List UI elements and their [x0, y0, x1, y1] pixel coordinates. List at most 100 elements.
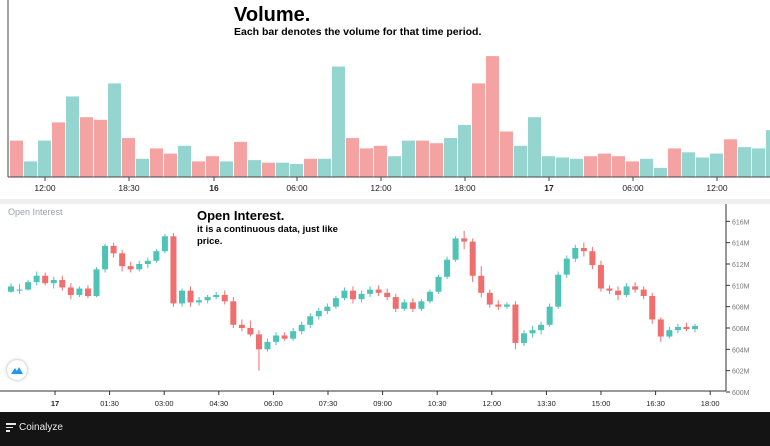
volume-bar [472, 83, 485, 177]
oi-candle-body [213, 294, 220, 298]
oi-candle-body [187, 290, 194, 303]
volume-bar [52, 122, 65, 177]
volume-bar [402, 140, 415, 177]
oi-candle-body [179, 290, 185, 304]
oi-candle-body [67, 287, 74, 295]
oi-x-tick-label: 17 [51, 399, 59, 408]
oi-candle-body [546, 306, 553, 325]
volume-x-tick-label: 06:00 [622, 183, 644, 193]
oi-candle-body [632, 286, 639, 290]
oi-y-tick-label: 602M [732, 369, 750, 376]
oi-candle-body [281, 335, 288, 339]
oi-candle-body [350, 290, 356, 300]
volume-bar [654, 167, 667, 177]
oi-candle-body [144, 260, 151, 264]
oi-candle-body [221, 294, 228, 302]
oi-candle-body [298, 324, 305, 332]
volume-bar [626, 161, 639, 177]
volume-bar [318, 158, 331, 177]
volume-bar [206, 156, 219, 177]
oi-candle-body [521, 333, 527, 343]
pane-separator[interactable] [0, 199, 770, 204]
volume-bar [570, 158, 583, 177]
oi-candle-body [512, 304, 519, 343]
oi-candle-body [563, 258, 570, 275]
oi-candle-body [538, 324, 545, 331]
volume-bar [542, 156, 555, 177]
oi-series-label: Open Interest [8, 207, 63, 217]
oi-candle-body [273, 335, 280, 342]
volume-bar [24, 161, 37, 177]
volume-subtitle: Each bar denotes the volume for that tim… [234, 26, 482, 38]
volume-bar [416, 140, 429, 177]
oi-candle-body [580, 248, 587, 252]
volume-bar [668, 148, 681, 177]
volume-title: Volume. [234, 4, 311, 26]
volume-bar [80, 117, 93, 177]
oi-x-tick-label: 03:00 [155, 399, 174, 408]
volume-bar [346, 138, 359, 177]
volume-x-tick-label: 12:00 [706, 183, 728, 193]
volume-bar [220, 161, 233, 177]
brand-link[interactable]: Coinalyze [6, 421, 63, 434]
oi-candle-body [692, 325, 698, 330]
volume-bar [514, 145, 527, 177]
volume-x-tick-label: 12:00 [370, 183, 392, 193]
footer-bar: Coinalyze [0, 412, 770, 446]
volume-bar [556, 157, 569, 177]
mountain-icon [11, 367, 23, 374]
oi-candle-body [93, 269, 100, 296]
oi-candle-body [572, 248, 579, 259]
oi-y-tick-label: 604M [732, 347, 750, 354]
oi-candle-body [469, 241, 476, 276]
oi-candle-body [136, 264, 143, 270]
oi-candle-body [324, 306, 331, 311]
volume-bar [738, 147, 751, 177]
volume-bar [262, 162, 275, 177]
tradingview-logo-button[interactable] [7, 360, 27, 380]
oi-candle-body [247, 328, 254, 335]
volume-bar [430, 143, 443, 177]
oi-candle-body [153, 251, 160, 261]
volume-bar [360, 148, 373, 177]
oi-candle-body [640, 289, 647, 296]
oi-candle-body [649, 296, 656, 320]
oi-y-ticks: 616M 614M 612M 610M 608M 606M 604M 602M 600M [726, 219, 750, 397]
oi-x-tick-label: 13:30 [537, 399, 556, 408]
volume-bar [94, 119, 107, 177]
oi-candle-body [384, 292, 391, 298]
volume-bar [122, 138, 135, 177]
oi-candle-body [495, 304, 502, 307]
oi-y-tick-label: 614M [732, 241, 750, 248]
oi-candle-body [452, 238, 459, 260]
volume-bar [710, 153, 723, 177]
oi-candle-body [623, 286, 630, 295]
oi-candle-body [307, 316, 314, 325]
oi-y-tick-label: 616M [732, 219, 750, 226]
oi-candle-body [102, 245, 109, 270]
volume-bar [682, 152, 695, 177]
volume-bar [66, 96, 79, 177]
oi-candle-body [76, 288, 83, 295]
oi-candle-body [555, 274, 562, 307]
oi-candle-body [315, 310, 322, 317]
oi-candle-body [461, 238, 468, 242]
oi-candle-body [683, 326, 690, 330]
volume-x-tick-label: 12:00 [34, 183, 56, 193]
oi-x-tick-label: 12:00 [482, 399, 501, 408]
oi-candle-body [401, 302, 408, 309]
oi-candle-body [367, 289, 374, 294]
oi-candle-body [230, 301, 237, 325]
oi-candles [8, 230, 698, 371]
oi-candle-body [435, 276, 442, 292]
volume-bar [388, 156, 401, 177]
oi-y-tick-label: 606M [732, 326, 750, 333]
volume-bar [724, 139, 737, 177]
volume-bar [332, 66, 345, 177]
volume-bar [10, 140, 23, 177]
oi-candle-body [50, 280, 57, 284]
volume-bar [290, 164, 303, 177]
volume-bar [108, 83, 121, 177]
oi-x-tick-label: 15:00 [592, 399, 611, 408]
oi-candle-body [418, 301, 425, 309]
